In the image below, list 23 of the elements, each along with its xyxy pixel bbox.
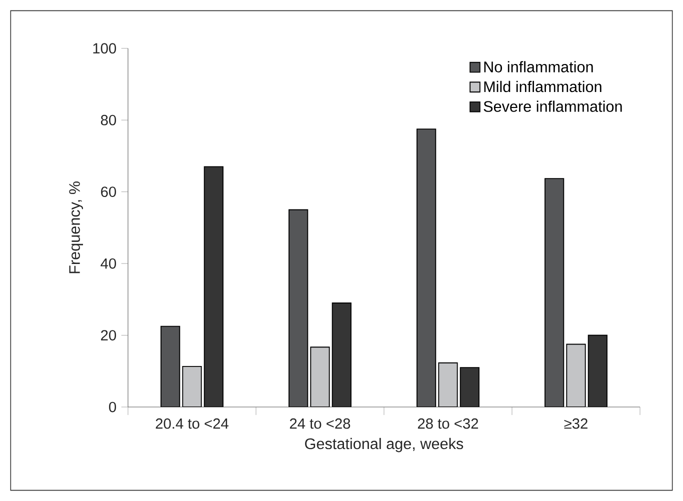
bar (460, 367, 480, 407)
y-tick-label: 100 (93, 43, 116, 54)
bar (182, 366, 202, 407)
bar (588, 334, 608, 407)
x-tick-label: 24 to <28 (290, 418, 350, 429)
x-tick-label: ≥32 (564, 418, 588, 429)
x-tick-label: 20.4 to <24 (156, 418, 228, 429)
bar (332, 302, 352, 407)
y-tick-label: 60 (101, 186, 116, 197)
legend-label: Mild inflammation (484, 80, 602, 92)
x-axis-title: Gestational age, weeks (305, 438, 464, 452)
bar (438, 362, 458, 407)
y-tick-label: 40 (100, 258, 116, 269)
legend-label: No inflammation (484, 61, 593, 72)
legend-label: Severe inflammation (484, 100, 622, 112)
y-tick-label: 80 (100, 114, 116, 126)
bar (310, 346, 330, 407)
y-axis-title: Frequency, % (69, 182, 83, 274)
bar (204, 166, 224, 407)
y-tick-label: 0 (109, 402, 116, 412)
y-tick-label: 20 (101, 330, 116, 340)
x-tick-label: 28 to <32 (418, 418, 478, 429)
bar (566, 344, 586, 407)
